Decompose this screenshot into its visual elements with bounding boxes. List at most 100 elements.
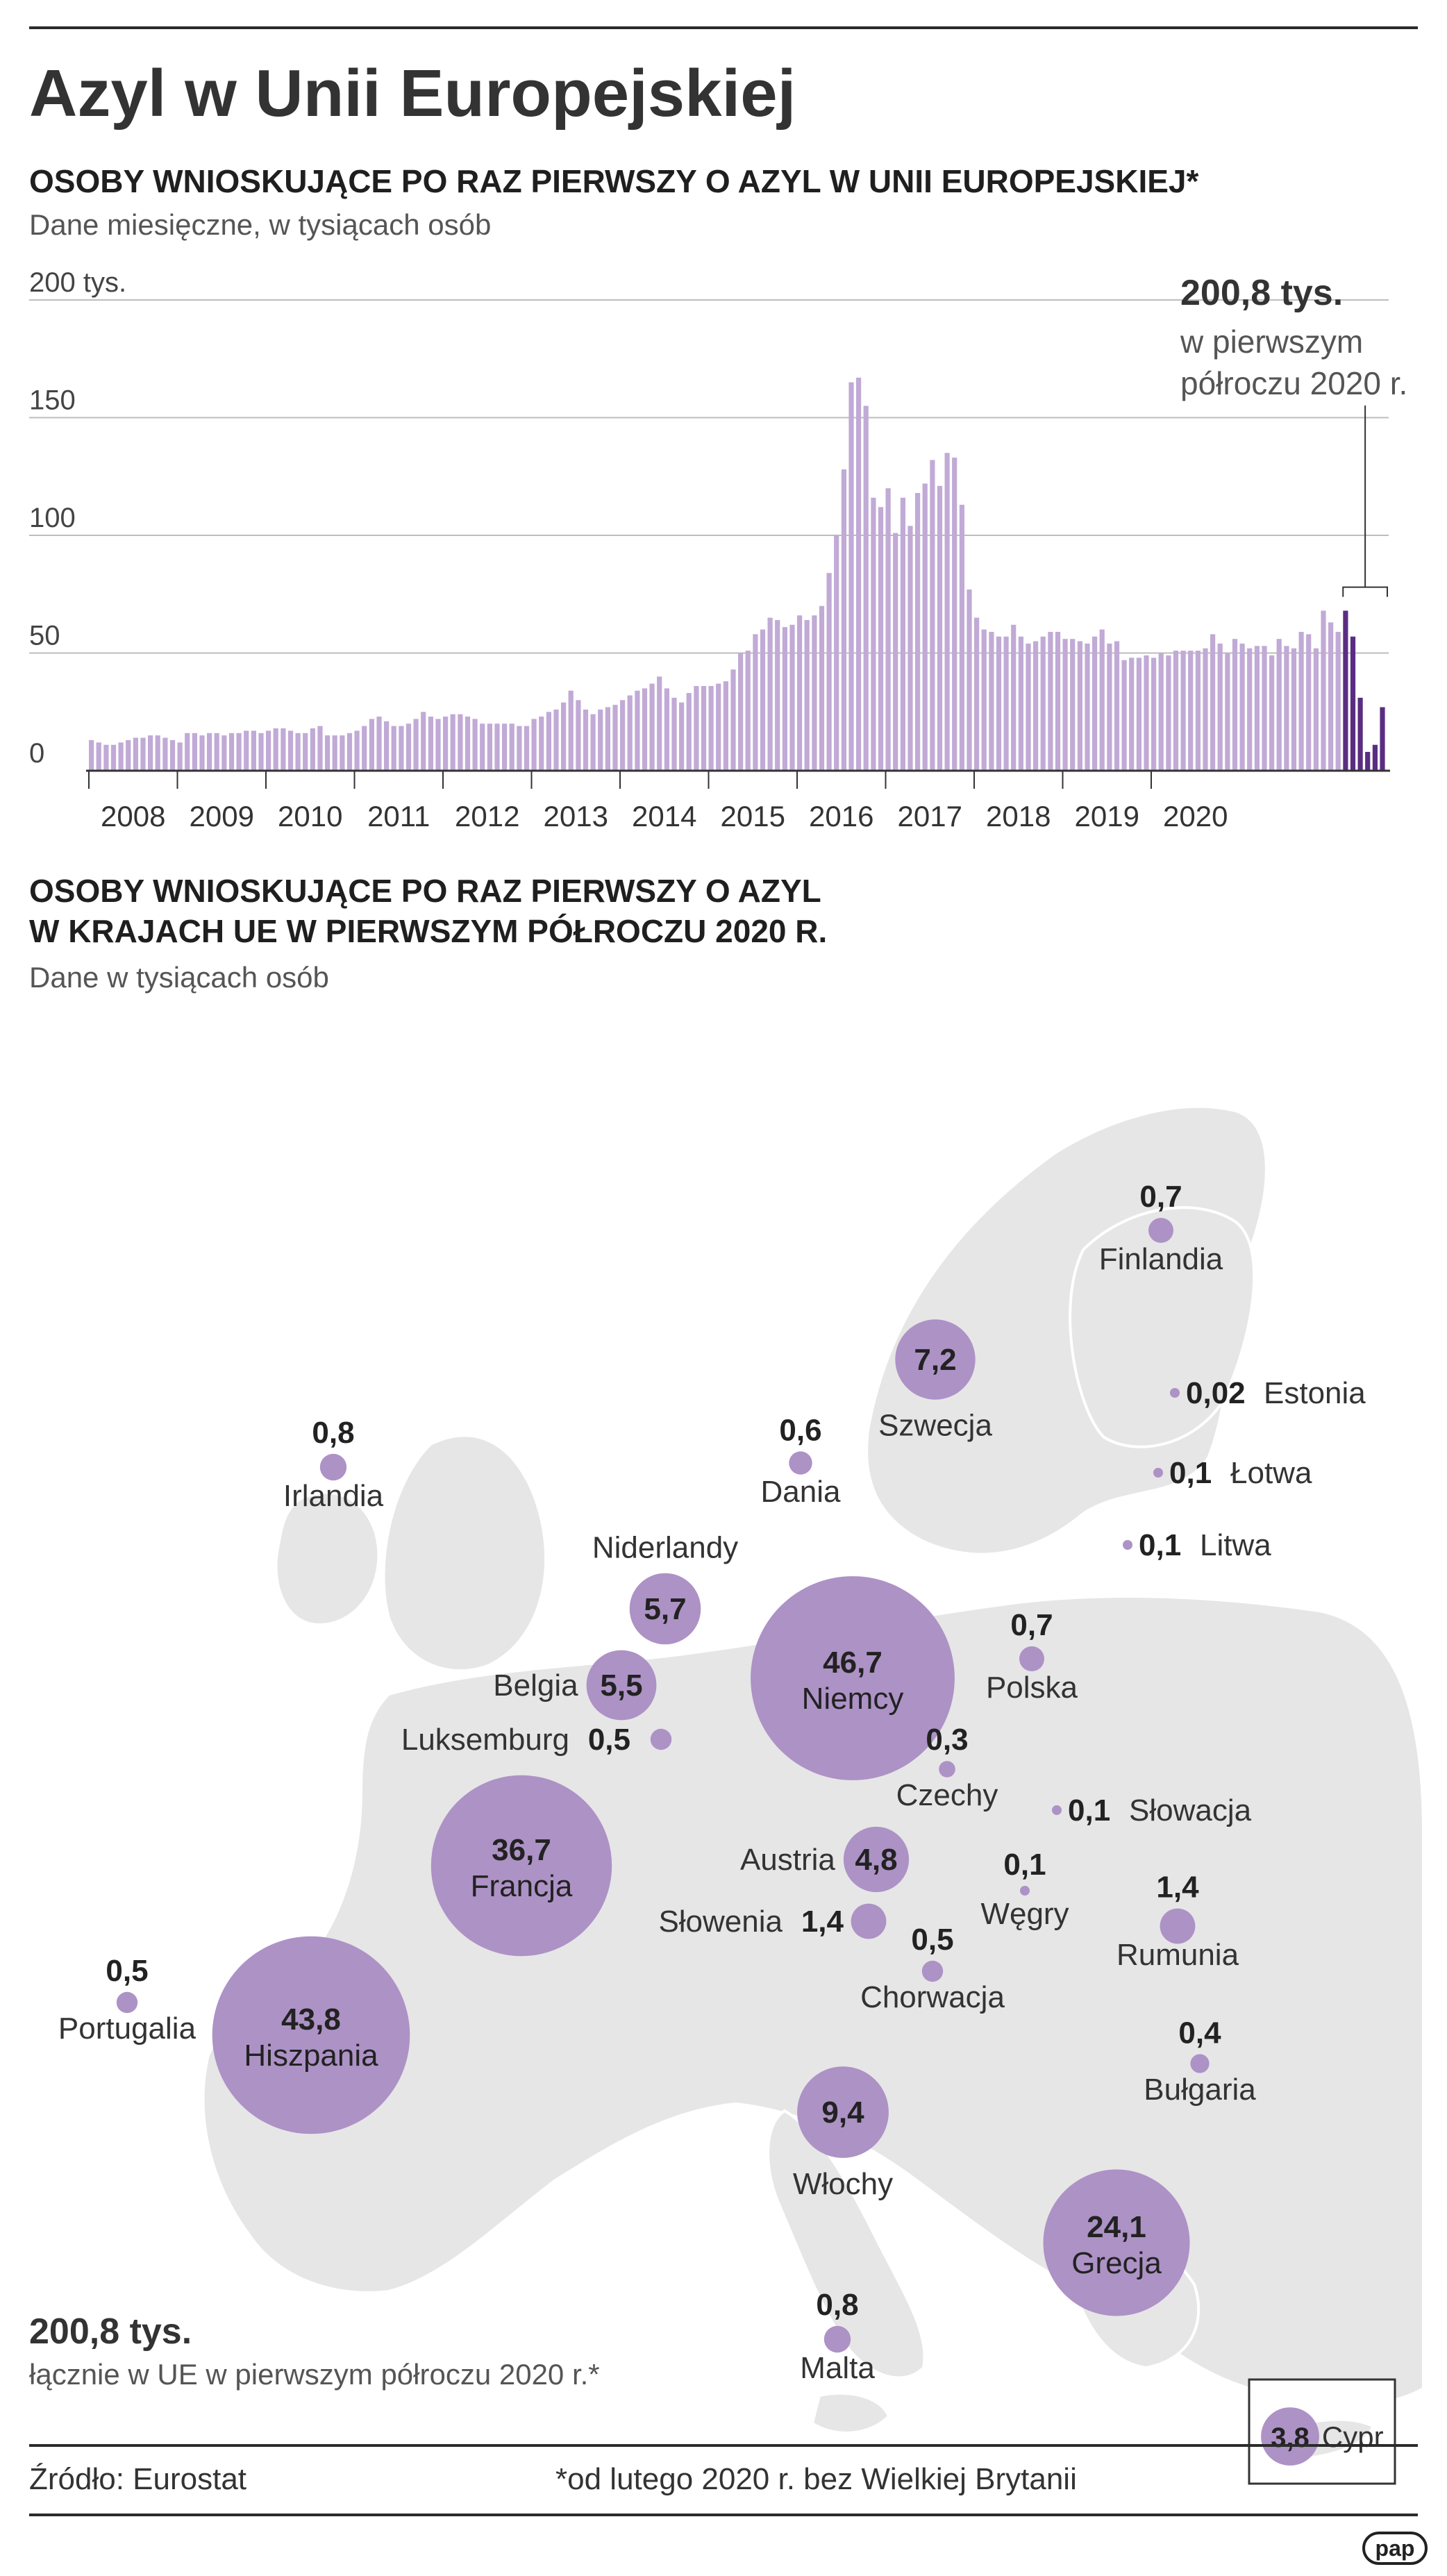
bar [458,714,463,771]
bubble-value: 24,1 [1087,2210,1146,2244]
bar [1144,655,1149,771]
bar [635,690,640,771]
bubble [789,1451,812,1475]
chart-note: Dane miesięczne, w tysiącach osób [29,208,492,241]
bar [753,634,758,771]
bubble-name: Dania [761,1475,841,1509]
bar [1121,660,1127,771]
bubble-value: 0,5 [106,1954,148,1988]
bar [952,458,957,771]
bubble [586,1650,657,1721]
bubble-name: Cypr [1322,2420,1384,2453]
bubble [1148,1218,1173,1243]
bar [325,735,331,771]
annotation-text: w pierwszym półroczu 2020 r. [1180,324,1408,401]
bar [421,712,426,771]
bar [148,735,153,771]
bar [1062,639,1068,771]
bar [405,724,412,771]
bar [1365,751,1371,771]
bar [834,535,839,771]
chart-subtitle: OSOBY WNIOSKUJĄCE PO RAZ PIERWSZY O AZYL… [29,163,1199,199]
bubble-value: 46,7 [823,1646,883,1680]
bar [671,697,677,771]
year-label: 2018 [986,800,1051,833]
bar [1306,634,1312,771]
bar [856,377,862,771]
bar [118,742,124,771]
bubble-value: 0,1 [1169,1456,1212,1490]
bar [295,733,301,771]
bar [435,719,441,771]
bubble-value: 36,7 [492,1833,551,1867]
bar [236,733,242,771]
bar [708,686,714,771]
bar [413,719,419,771]
bar [303,733,308,771]
bar [281,728,286,771]
bar [944,453,950,771]
bar [649,683,655,771]
bar [981,629,987,771]
y-tick-label: 200 tys. [29,267,126,298]
map-note: Dane w tysiącach osób [29,961,329,994]
bar [915,493,921,771]
bar [362,726,367,771]
bar [989,632,994,771]
bar [126,739,131,771]
annotation-bracket [1342,586,1388,597]
bar [376,717,382,771]
bubble [921,1960,944,1982]
bar [1070,639,1076,771]
bar [848,382,854,771]
year-label: 2017 [898,800,962,833]
bar [782,627,787,771]
bar [1003,636,1009,771]
year-label: 2019 [1075,800,1139,833]
bar [332,735,337,771]
bar [1136,658,1141,771]
bar [494,724,500,771]
bar [369,719,374,771]
bubble-value: 0,4 [1178,2016,1221,2050]
bubble-name: Polska [986,1671,1078,1705]
bar [841,469,846,771]
bar [1151,658,1157,771]
bar [273,728,278,771]
bar [177,742,183,771]
bar [767,617,773,771]
bar [340,735,345,771]
finland-shape [1069,1206,1256,1448]
bubble-value: 0,5 [588,1723,630,1757]
year-label: 2008 [101,800,165,833]
bar [553,709,559,771]
bubble-value: 0,3 [926,1723,968,1757]
year-label: 2015 [721,800,785,833]
bar [730,669,736,771]
bar [716,683,721,771]
top-rule [29,26,1418,29]
page-title: Azyl w Unii Europejskiej [29,56,796,131]
bar [546,712,551,771]
bubble-name: Włochy [793,2167,893,2201]
bubble-name: Finlandia [1099,1242,1223,1276]
bar [812,615,817,771]
bar [907,526,913,771]
bubble-name: Szwecja [878,1409,992,1443]
bar [701,686,707,771]
bar [1262,646,1267,771]
bar [1313,648,1319,771]
bar [937,485,943,771]
year-label: 2010 [278,800,342,833]
bar [384,721,390,771]
bar [539,717,544,771]
bar [1343,610,1348,771]
bubble-name: Czechy [896,1778,998,1812]
bar [1173,651,1179,771]
bar [1254,646,1260,771]
bubble-value: 7,2 [914,1343,956,1377]
bubble-name: Słowacja [1129,1793,1252,1828]
bar [885,488,891,771]
bar [531,719,537,771]
